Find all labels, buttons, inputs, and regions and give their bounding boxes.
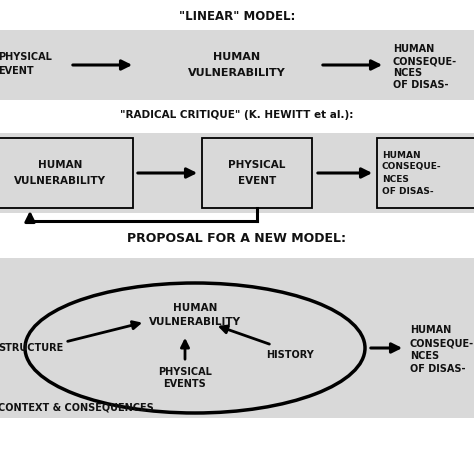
FancyBboxPatch shape bbox=[0, 138, 133, 208]
Text: "RADICAL CRITIQUE" (K. HEWITT et al.):: "RADICAL CRITIQUE" (K. HEWITT et al.): bbox=[120, 110, 354, 120]
Text: OF DISAS-: OF DISAS- bbox=[410, 364, 465, 374]
Text: NCES: NCES bbox=[393, 68, 422, 78]
Text: NCES: NCES bbox=[382, 174, 409, 183]
Text: EVENT: EVENT bbox=[238, 176, 276, 186]
Text: CONSEQUE-: CONSEQUE- bbox=[382, 163, 442, 172]
Text: PHYSICAL: PHYSICAL bbox=[228, 160, 286, 170]
Text: NCES: NCES bbox=[410, 351, 439, 361]
FancyBboxPatch shape bbox=[0, 133, 474, 213]
Text: VULNERABILITY: VULNERABILITY bbox=[149, 317, 241, 327]
Text: HUMAN: HUMAN bbox=[38, 160, 82, 170]
Text: EVENTS: EVENTS bbox=[164, 379, 206, 389]
Text: "LINEAR" MODEL:: "LINEAR" MODEL: bbox=[179, 10, 295, 23]
FancyBboxPatch shape bbox=[0, 258, 474, 418]
Text: HUMAN: HUMAN bbox=[213, 52, 261, 62]
Text: PHYSICAL: PHYSICAL bbox=[0, 52, 52, 62]
Text: HUMAN: HUMAN bbox=[382, 151, 420, 159]
Text: PROPOSAL FOR A NEW MODEL:: PROPOSAL FOR A NEW MODEL: bbox=[128, 232, 346, 245]
Text: CONSEQUE-: CONSEQUE- bbox=[410, 338, 474, 348]
Text: HUMAN: HUMAN bbox=[410, 325, 451, 335]
Text: HUMAN: HUMAN bbox=[393, 44, 434, 54]
Text: OF DISAS-: OF DISAS- bbox=[382, 186, 434, 195]
Text: VULNERABILITY: VULNERABILITY bbox=[188, 68, 286, 78]
Text: EVENT: EVENT bbox=[0, 66, 34, 76]
Text: PHYSICAL: PHYSICAL bbox=[158, 367, 212, 377]
Text: VULNERABILITY: VULNERABILITY bbox=[14, 176, 106, 186]
Text: CONTEXT & CONSEQUENCES: CONTEXT & CONSEQUENCES bbox=[0, 403, 154, 413]
FancyBboxPatch shape bbox=[202, 138, 312, 208]
Text: HISTORY: HISTORY bbox=[266, 350, 314, 360]
FancyBboxPatch shape bbox=[0, 30, 474, 100]
Text: HUMAN: HUMAN bbox=[173, 303, 217, 313]
FancyBboxPatch shape bbox=[377, 138, 474, 208]
Text: CONSEQUE-: CONSEQUE- bbox=[393, 56, 457, 66]
Text: OF DISAS-: OF DISAS- bbox=[393, 80, 448, 90]
Text: STRUCTURE: STRUCTURE bbox=[0, 343, 63, 353]
